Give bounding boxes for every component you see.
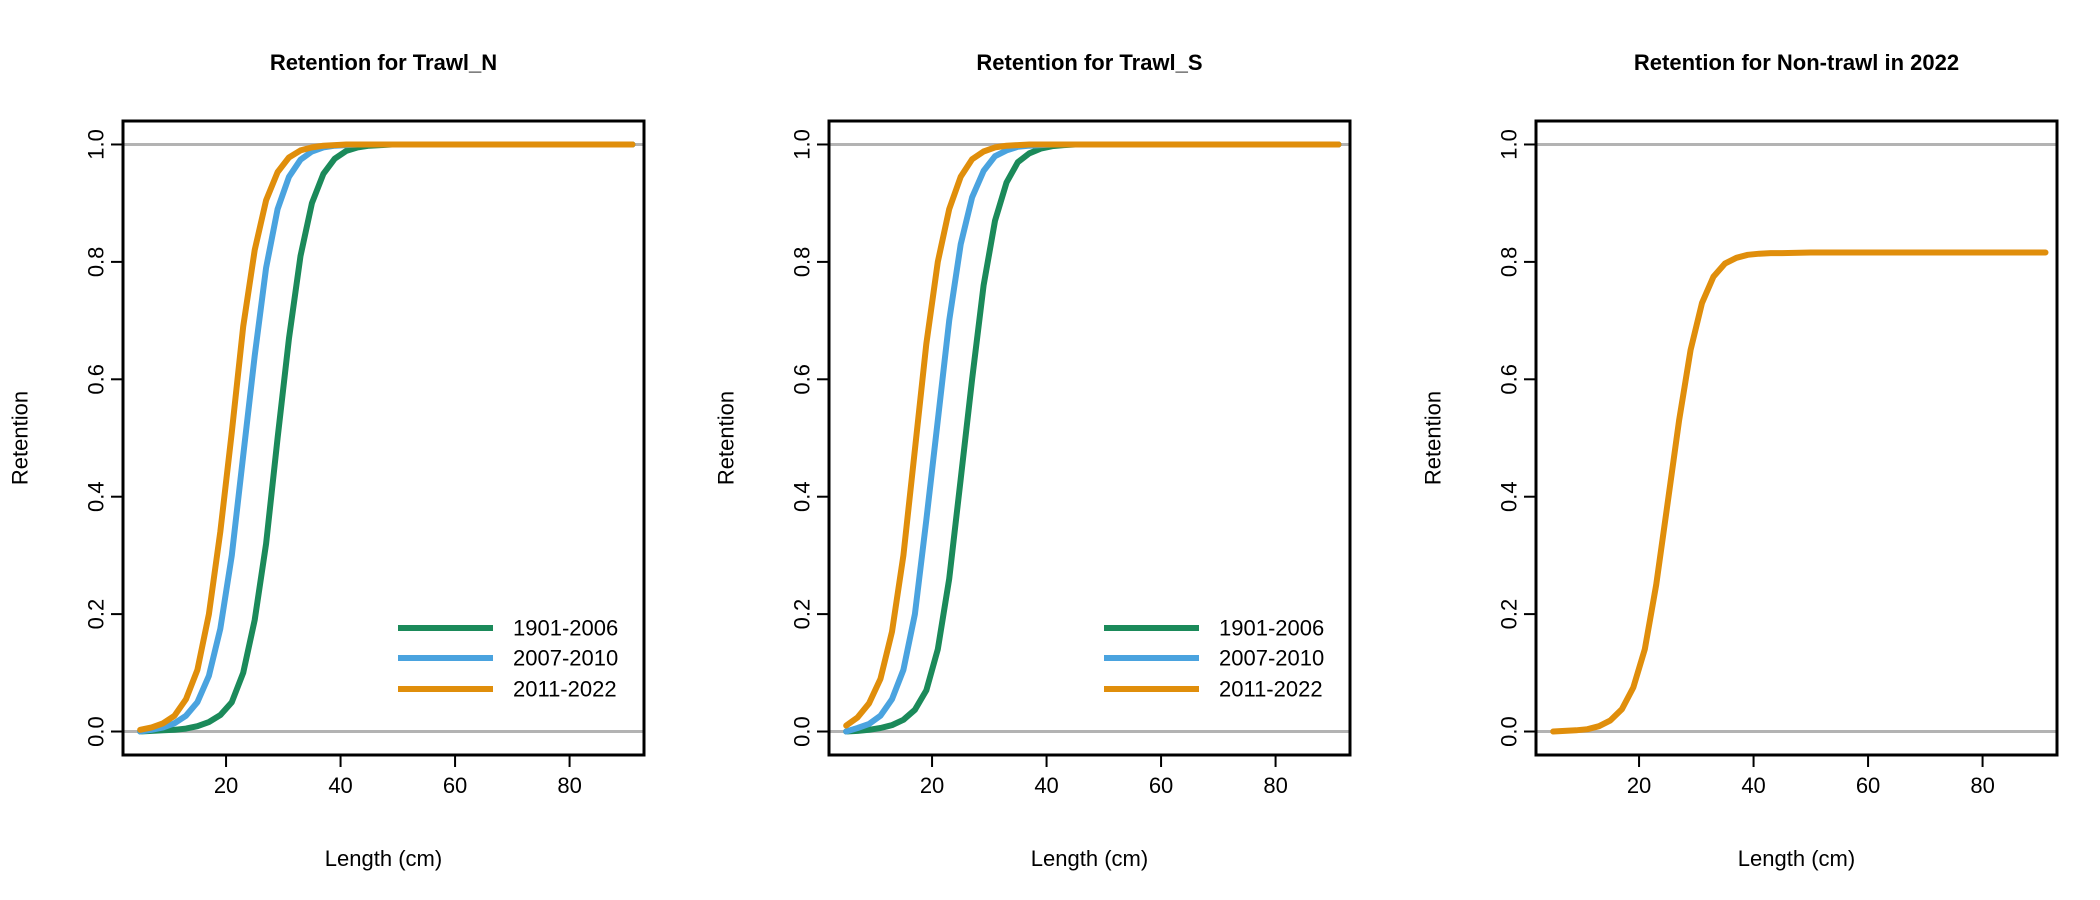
y-tick-label: 0.0: [1497, 716, 1522, 747]
legend-label-2: 2007-2010: [513, 646, 618, 671]
y-tick-label: 0.6: [790, 364, 815, 395]
y-tick-label: 0.4: [1497, 481, 1522, 512]
y-tick-label: 0.2: [84, 599, 109, 630]
y-tick-label: 0.2: [790, 599, 815, 630]
y-tick-label: 0.2: [1497, 599, 1522, 630]
chart-title: Retention for Non-trawl in 2022: [1634, 50, 1959, 75]
x-tick-label: 20: [1627, 773, 1651, 798]
chart-panel-2: Retention for Trawl_S 20 40 60 80 Length (cm)…: [714, 50, 1352, 871]
x-tick-label: 80: [557, 773, 581, 798]
legend-label-3: 2011-2022: [513, 677, 617, 702]
y-axis-label: Retention: [1421, 391, 1446, 485]
x-tick-label: 80: [1263, 773, 1287, 798]
y-tick-label: 0.0: [84, 716, 109, 747]
y-tick-label: 0.6: [1497, 364, 1522, 395]
x-axis-label: Length (cm): [1031, 846, 1148, 871]
y-tick-label: 1.0: [1497, 129, 1522, 160]
y-tick-label: 0.0: [790, 716, 815, 747]
legend-label-1: 1901-2006: [1219, 616, 1324, 641]
x-tick-label: 20: [920, 773, 944, 798]
legend-label-2: 2007-2010: [1219, 646, 1324, 671]
x-tick-label: 40: [1741, 773, 1765, 798]
series-line-3: [137, 141, 636, 733]
chart-title: Retention for Trawl_S: [976, 50, 1202, 75]
x-tick-label: 60: [443, 773, 467, 798]
y-tick-label: 0.6: [84, 364, 109, 395]
y-axis-label: Retention: [714, 391, 739, 485]
legend: 1901-2006 2007-2010 2011-2022: [1104, 616, 1324, 702]
chart-panel-3: Retention for Non-trawl in 2022 20 40 60 80 L…: [1421, 50, 2059, 871]
series-line-2: [843, 141, 1342, 735]
x-tick-label: 60: [1856, 773, 1880, 798]
legend: 1901-2006 2007-2010 2011-2022: [398, 616, 618, 702]
x-tick-label: 80: [1970, 773, 1994, 798]
y-tick-label: 0.8: [84, 247, 109, 278]
x-tick-label: 40: [328, 773, 352, 798]
y-tick-label: 0.8: [790, 247, 815, 278]
y-tick-label: 1.0: [790, 129, 815, 160]
legend-label-1: 1901-2006: [513, 616, 618, 641]
x-tick-label: 40: [1034, 773, 1058, 798]
y-tick-label: 0.8: [1497, 247, 1522, 278]
series-line-3: [843, 141, 1342, 729]
legend-label-3: 2011-2022: [1219, 677, 1323, 702]
y-axis-label: Retention: [8, 391, 33, 485]
chart-title: Retention for Trawl_N: [270, 50, 497, 75]
y-tick-label: 0.4: [790, 481, 815, 512]
plot-frame: [1534, 119, 2059, 757]
x-tick-label: 60: [1149, 773, 1173, 798]
x-tick-label: 20: [214, 773, 238, 798]
series-line-1: [843, 141, 1342, 735]
series-line-1: [1550, 249, 2049, 735]
x-axis-label: Length (cm): [1738, 846, 1855, 871]
series-line-2: [137, 141, 636, 735]
y-tick-label: 1.0: [84, 129, 109, 160]
chart-panel-1: Retention for Trawl_N 20 40 60 80 Length (cm)…: [8, 50, 646, 871]
x-axis-label: Length (cm): [325, 846, 442, 871]
y-tick-label: 0.4: [84, 481, 109, 512]
